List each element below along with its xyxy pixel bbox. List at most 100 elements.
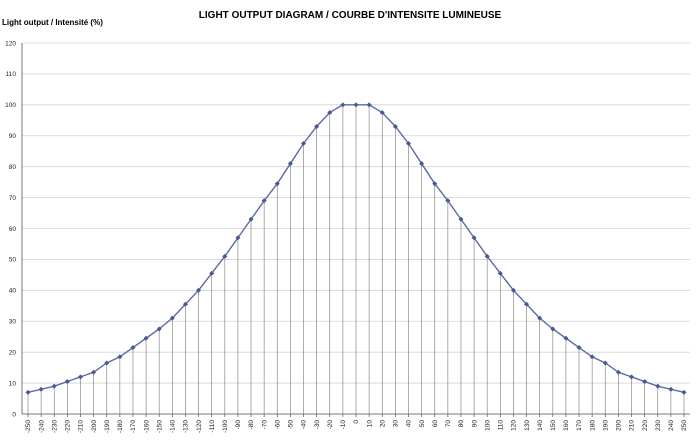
x-tick-label: 230 [655,420,662,431]
data-point [681,389,687,395]
data-point [576,344,582,351]
x-tick-label: 100 [484,420,491,431]
x-tick-label: -110 [209,420,216,433]
x-tick-label: -20 [327,420,334,430]
x-tick-label: -10 [340,420,347,430]
x-tick-label: -60 [274,420,281,430]
data-point [130,344,136,351]
x-tick-label: -160 [143,420,150,433]
data-point [25,389,31,395]
x-tick-label: 220 [642,420,649,431]
x-tick-label: 50 [419,420,426,428]
data-point [156,326,162,332]
y-tick-label: 110 [6,71,17,78]
series-layer [25,102,687,395]
data-point [668,386,674,392]
x-tick-label: -100 [222,420,229,433]
data-point [550,326,556,332]
data-point [248,216,254,222]
x-tick-label: 40 [406,420,413,428]
data-point [209,270,215,276]
data-point [563,335,569,341]
data-point [484,253,490,259]
data-point [379,109,385,116]
data-point [117,354,123,360]
data-point [327,109,333,116]
x-tick-label: 180 [589,420,596,431]
y-tick-label: 120 [5,40,16,47]
x-tick-label: -250 [25,420,32,433]
x-tick-label: 200 [616,420,623,431]
x-tick-label: -120 [196,420,203,433]
data-point [51,383,57,389]
y-tick-label: 30 [9,319,17,326]
data-point [300,140,307,147]
x-tick-label: -80 [248,420,255,430]
x-tick-label: 150 [550,420,557,431]
data-point [432,181,438,187]
x-tick-label: 80 [458,420,465,428]
data-point [471,235,477,241]
data-point [64,378,70,385]
data-point [655,383,661,389]
x-tick-label: 90 [471,420,478,428]
data-point [91,369,97,375]
data-point [366,102,372,108]
y-tick-label: 20 [9,349,17,356]
x-tick-label: -210 [78,420,85,433]
x-tick-label: -90 [235,420,242,430]
x-tick-label: -70 [261,420,268,430]
x-tick-label: -50 [288,420,295,430]
x-tick-label: 250 [681,420,688,431]
x-tick-label: 160 [563,420,570,431]
x-tick-label: 20 [379,420,386,428]
data-point [392,123,398,130]
data-point [38,386,44,392]
x-tick-label: -170 [130,420,137,433]
data-point [261,198,267,204]
x-tick-label: 70 [445,420,452,428]
x-tick-label: -240 [38,420,45,433]
x-tick-label: 10 [366,420,373,428]
x-tick-label: 190 [602,420,609,431]
data-point [287,160,293,167]
y-tick-label: 0 [12,411,16,418]
x-tick-label: -40 [301,420,308,430]
data-point [589,354,595,360]
x-tick-label: 130 [524,420,531,431]
y-tick-label: 10 [9,380,17,387]
x-tick-label: -230 [51,420,58,433]
y-axis-title: Light output / Intensité (%) [2,18,103,27]
x-tick-label: 120 [511,420,518,431]
x-tick-label: -180 [117,420,124,433]
y-tick-label: 40 [9,288,17,295]
x-tick-label: 140 [537,420,544,431]
data-point [642,378,648,385]
x-tick-label: 210 [629,420,636,431]
drop-lines-layer [27,104,685,414]
x-tick-label: 0 [353,420,360,424]
y-tick-label: 70 [9,195,17,202]
data-point [615,369,621,375]
data-point [235,235,241,241]
x-tick-label: 240 [668,420,675,431]
x-tick-label: -190 [104,420,111,433]
data-point [419,160,425,167]
x-tick-label: 30 [393,420,400,428]
data-point [523,301,530,307]
data-point [195,287,202,293]
data-point [222,253,228,259]
y-tick-label: 80 [9,164,17,171]
x-tick-label: -150 [156,420,163,433]
data-point [510,287,517,293]
data-point [340,102,346,108]
y-tick-label: 100 [5,102,16,109]
data-point [497,270,503,276]
data-point [104,360,110,366]
data-point [314,123,320,130]
x-tick-label: -140 [170,420,177,433]
data-point [405,140,412,147]
data-point [77,374,84,380]
x-tick-label: 170 [576,420,583,431]
data-point [274,181,280,187]
